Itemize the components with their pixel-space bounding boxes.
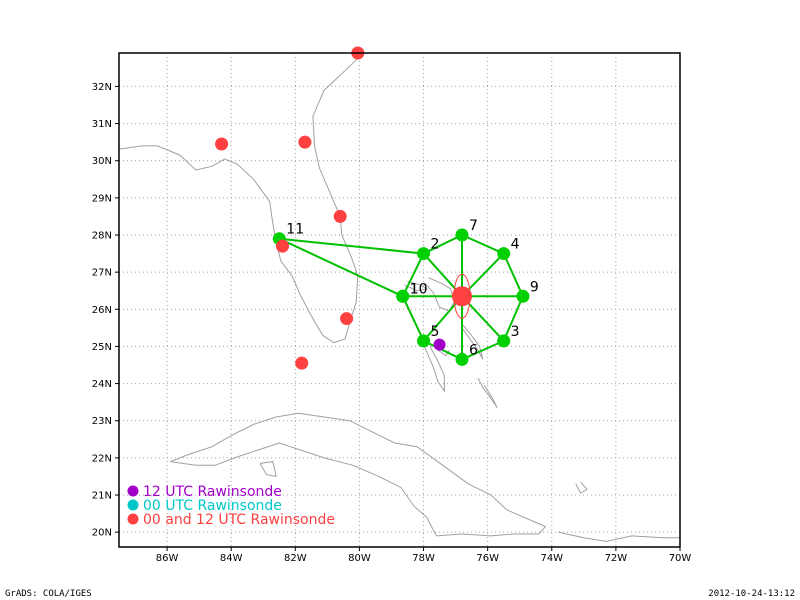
coastline <box>119 53 365 344</box>
point-marker <box>417 247 431 261</box>
point-label: 5 <box>431 324 440 340</box>
track-segment <box>401 295 425 342</box>
point-marker <box>497 334 511 348</box>
legend-marker <box>127 499 139 511</box>
plot-frame <box>118 52 681 548</box>
rawinsonde-00-12-marker <box>298 135 312 149</box>
legend-marker <box>127 485 139 497</box>
point-label: 2 <box>431 237 440 253</box>
lat-tick-label: 25N <box>92 342 112 353</box>
coastline <box>170 412 547 537</box>
point-label: 6 <box>469 342 478 358</box>
point-label: 9 <box>530 279 539 295</box>
lon-tick-label: 78W <box>412 553 435 564</box>
lon-tick-label: 86W <box>156 553 179 564</box>
coastline <box>461 323 484 360</box>
track-segment <box>423 234 463 255</box>
storm-center <box>452 286 473 307</box>
track-segment <box>423 339 463 361</box>
lon-tick-label: 74W <box>540 553 563 564</box>
coastline <box>424 277 455 312</box>
coastline <box>558 531 680 542</box>
point-label: 4 <box>511 237 520 253</box>
lon-tick-label: 70W <box>669 553 692 564</box>
track-segment <box>278 237 404 298</box>
rawinsonde-00-12-marker <box>333 209 347 223</box>
track-segment <box>502 253 524 297</box>
coastlines <box>119 53 680 542</box>
coastline <box>477 377 498 408</box>
track-segment <box>401 253 425 297</box>
point-marker <box>455 228 469 242</box>
point-marker <box>516 289 530 303</box>
legend-label: 12 UTC Rawinsonde <box>143 484 282 500</box>
lat-tick-label: 20N <box>92 528 112 539</box>
track-segment <box>461 339 505 361</box>
lat-tick-label: 32N <box>92 82 112 93</box>
lat-tick-label: 24N <box>92 379 112 390</box>
track-segment <box>279 237 424 255</box>
footer-left: GrADS: COLA/IGES <box>5 589 92 599</box>
coastline <box>421 340 445 393</box>
lat-tick-label: 27N <box>92 268 112 279</box>
track-segment <box>502 295 524 342</box>
lat-tick-label: 21N <box>92 491 112 502</box>
rawinsonde-00-12-marker <box>340 312 354 326</box>
track-segment <box>461 295 505 342</box>
lon-tick-labels: 86W 84W 82W 80W 78W 76W 74W 72W 70W <box>156 547 692 564</box>
rawinsonde-00-12-marker <box>275 239 289 253</box>
lon-tick-label: 84W <box>220 553 243 564</box>
point-marker <box>396 289 410 303</box>
lon-tick-label: 80W <box>348 553 371 564</box>
grid-lines <box>119 53 680 547</box>
lat-tick-label: 28N <box>92 231 112 242</box>
rawinsonde-00-12-marker <box>215 137 229 151</box>
point-markers <box>272 228 530 366</box>
lon-tick-label: 82W <box>284 553 307 564</box>
lat-tick-label: 30N <box>92 156 112 167</box>
lat-tick-label: 23N <box>92 416 112 427</box>
point-marker <box>497 247 511 261</box>
point-label: 3 <box>511 324 520 340</box>
rawinsonde-12-marker <box>433 338 446 351</box>
storm-center-marker <box>452 286 473 307</box>
coastline <box>575 481 588 494</box>
lat-tick-labels: 20N 21N 22N 23N 24N 25N 26N 27N 28N 29N 30N 31N 32N <box>92 82 119 539</box>
lat-tick-label: 26N <box>92 305 112 316</box>
coastline <box>404 280 429 292</box>
lon-tick-label: 76W <box>476 553 499 564</box>
rawinsonde-00-12-marker <box>295 356 309 370</box>
footer-right: 2012-10-24-13:12 <box>708 589 795 599</box>
point-label: 7 <box>469 218 478 234</box>
legend-label: 00 UTC Rawinsonde <box>143 498 282 514</box>
point-marker <box>455 352 469 366</box>
track-segment <box>461 234 505 255</box>
point-label: 1 <box>410 281 419 297</box>
coastline <box>259 461 277 478</box>
lat-tick-label: 22N <box>92 453 112 464</box>
legend-marker <box>127 513 139 525</box>
lon-tick-label: 72W <box>605 553 628 564</box>
point-marker <box>417 334 431 348</box>
legend-label: 00 and 12 UTC Rawinsonde <box>143 512 335 528</box>
point-label: 10 <box>410 281 428 297</box>
lat-tick-label: 31N <box>92 119 112 130</box>
lat-tick-label: 29N <box>92 193 112 204</box>
point-label: 11 <box>286 222 304 238</box>
rawinsonde-markers <box>215 46 446 370</box>
